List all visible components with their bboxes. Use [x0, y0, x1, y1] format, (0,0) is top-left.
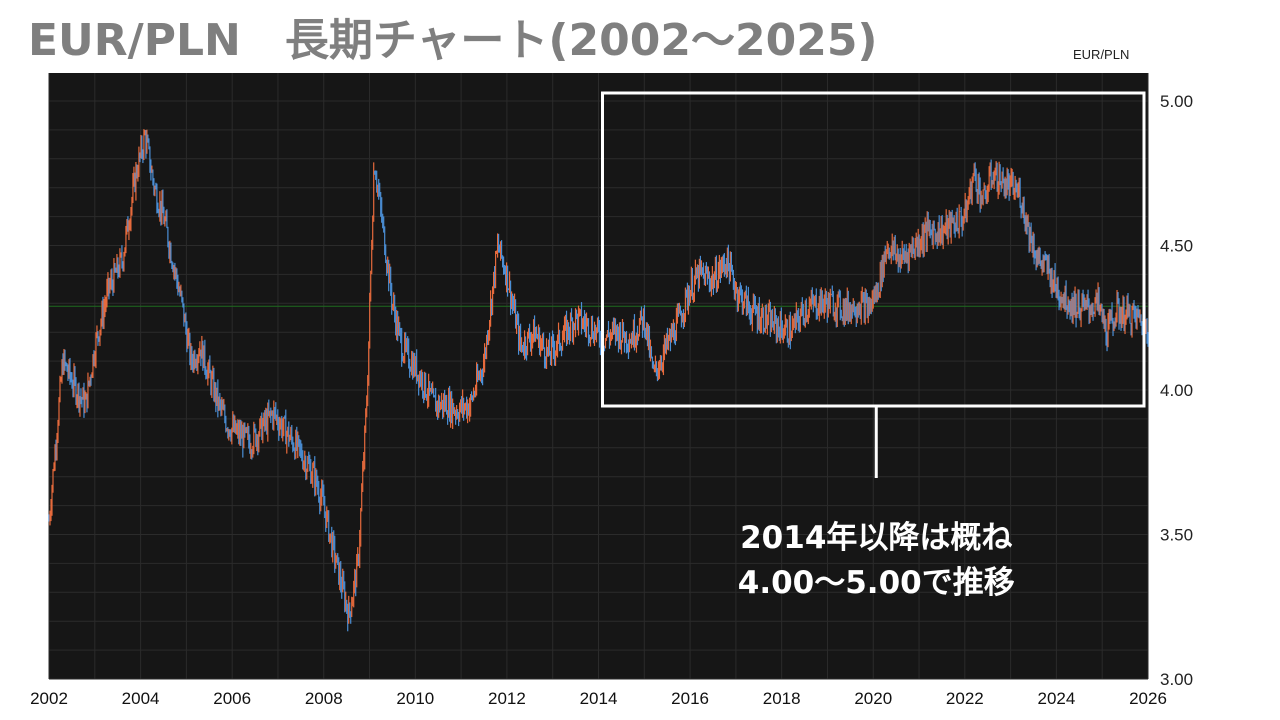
- y-tick-label: 3.00: [1160, 670, 1193, 689]
- annotation-line-1: 2014年以降は概ね: [740, 520, 1012, 556]
- x-tick-label: 2014: [580, 689, 618, 708]
- x-tick-label: 2010: [396, 689, 434, 708]
- x-tick-label: 2002: [30, 689, 68, 708]
- x-tick-label: 2008: [305, 689, 343, 708]
- x-tick-label: 2004: [122, 689, 160, 708]
- x-tick-label: 2026: [1129, 689, 1167, 708]
- x-tick-label: 2020: [854, 689, 892, 708]
- x-tick-label: 2018: [763, 689, 801, 708]
- x-axis-ticks: 2002 2004 2006 2008 2010 2012 2014 2016 2018 2020…: [30, 689, 1167, 708]
- annotation-line-2: 4.00～5.00で推移: [738, 565, 1015, 601]
- price-series: [48, 129, 1149, 632]
- y-tick-label: 4.50: [1160, 237, 1193, 256]
- series-label: EUR/PLN: [1073, 47, 1130, 62]
- x-tick-label: 2022: [946, 689, 984, 708]
- x-tick-label: 2012: [488, 689, 526, 708]
- y-tick-label: 3.50: [1160, 526, 1193, 545]
- highlight-box: [601, 91, 1146, 408]
- x-tick-label: 2006: [213, 689, 251, 708]
- x-tick-label: 2016: [671, 689, 709, 708]
- y-tick-label: 4.00: [1160, 381, 1193, 400]
- page-title: EUR/PLN 長期チャート(2002～2025): [28, 15, 878, 66]
- y-tick-label: 5.00: [1160, 92, 1193, 111]
- y-axis-ticks: 3.00 3.50 4.00 4.50 5.00: [1160, 92, 1193, 689]
- x-tick-label: 2024: [1038, 689, 1076, 708]
- grid-lines: [48, 73, 1149, 680]
